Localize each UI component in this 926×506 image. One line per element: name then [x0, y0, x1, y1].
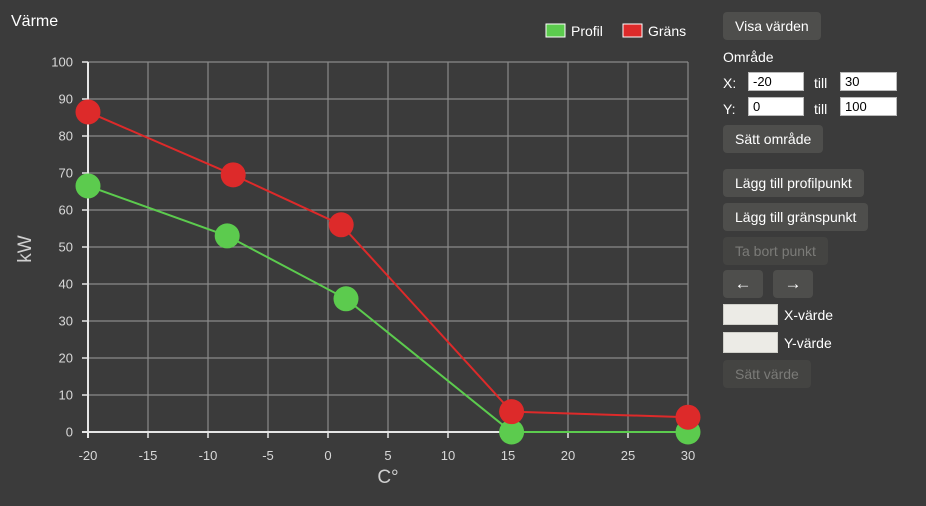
x-tick-label: -15 [139, 448, 158, 463]
profil-point[interactable] [75, 173, 101, 199]
x-min-input[interactable] [748, 72, 804, 91]
y-tick-label: 10 [59, 388, 73, 403]
x-value-input[interactable] [723, 304, 778, 325]
x-range-label: X: [723, 75, 737, 91]
grans-point[interactable] [220, 162, 246, 188]
y-tick-label: 0 [66, 425, 73, 440]
profil-point[interactable] [333, 286, 359, 312]
y-tick-label: 40 [59, 277, 73, 292]
grans-point[interactable] [75, 99, 101, 125]
x-value-label: X-värde [784, 307, 834, 323]
y-max-input[interactable] [840, 97, 897, 116]
x-axis-label: C° [377, 467, 398, 488]
x-tick-label: 20 [561, 448, 575, 463]
left-arrow-icon: ← [734, 274, 752, 293]
x-tick-label: -5 [262, 448, 274, 463]
set-range-button[interactable]: Sätt område [723, 125, 824, 153]
x-tick-label: -10 [199, 448, 218, 463]
y-tick-label: 80 [59, 129, 73, 144]
profil-point[interactable] [214, 223, 240, 249]
y-till-label: till [814, 101, 828, 117]
y-tick-label: 30 [59, 314, 73, 329]
x-tick-label: 15 [501, 448, 515, 463]
y-value-label: Y-värde [784, 335, 832, 351]
x-max-input[interactable] [840, 72, 897, 91]
y-axis-label: kW [15, 235, 36, 263]
y-min-input[interactable] [748, 97, 804, 116]
grans-point[interactable] [499, 399, 525, 425]
x-tick-label: -20 [79, 448, 98, 463]
x-tick-label: 5 [384, 448, 391, 463]
legend-swatch-grans [622, 23, 643, 38]
y-tick-label: 100 [51, 55, 73, 70]
y-range-label: Y: [723, 101, 736, 117]
y-tick-label: 90 [59, 92, 73, 107]
add-limit-point-button[interactable]: Lägg till gränspunkt [723, 203, 869, 231]
x-tick-label: 10 [441, 448, 455, 463]
legend-label-profil: Profil [571, 23, 603, 39]
y-tick-label: 20 [59, 351, 73, 366]
set-value-button[interactable]: Sätt värde [723, 360, 811, 388]
chart-title: Värme [11, 13, 59, 30]
y-tick-label: 70 [59, 166, 73, 181]
legend-swatch-profil [545, 23, 566, 38]
grans-point[interactable] [328, 212, 354, 238]
y-value-input[interactable] [723, 332, 778, 353]
show-values-button[interactable]: Visa värden [723, 12, 821, 40]
add-profile-point-button[interactable]: Lägg till profilpunkt [723, 169, 864, 197]
y-tick-label: 60 [59, 203, 73, 218]
chart[interactable]: -20 -15 -10 -5 0 5 10 15 20 25 30 0 10 20 30 40 50 60 70 80… [0, 0, 715, 506]
grans-point[interactable] [675, 404, 701, 430]
right-arrow-icon: → [784, 274, 802, 293]
prev-point-button[interactable]: ← [723, 270, 763, 298]
remove-point-button[interactable]: Ta bort punkt [723, 237, 828, 265]
range-label: Område [723, 49, 774, 65]
profil-point[interactable] [499, 419, 525, 445]
x-tick-label: 30 [681, 448, 695, 463]
x-tick-label: 25 [621, 448, 635, 463]
legend-label-grans: Gräns [648, 23, 686, 39]
next-point-button[interactable]: → [773, 270, 813, 298]
x-till-label: till [814, 75, 828, 91]
x-tick-label: 0 [324, 448, 331, 463]
y-tick-label: 50 [59, 240, 73, 255]
